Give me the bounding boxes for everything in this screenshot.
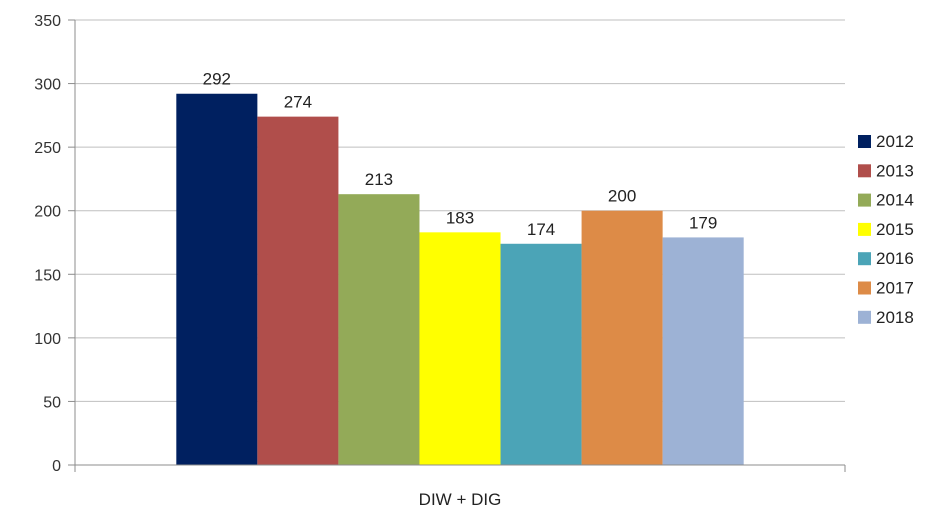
legend-swatch-2016 — [858, 252, 871, 266]
bar-2014 — [338, 194, 420, 465]
legend-swatch-2014 — [858, 193, 871, 207]
y-tick-label: 100 — [34, 331, 61, 348]
legend-label-2017: 2017 — [876, 279, 914, 298]
y-tick-label: 0 — [52, 458, 61, 475]
legend-swatch-2015 — [858, 222, 871, 236]
y-axis: 0 50 100 150 200 250 300 350 — [34, 13, 76, 475]
data-label-2014: 213 — [365, 170, 393, 189]
legend-label-2014: 2014 — [876, 191, 914, 210]
data-label-2016: 174 — [527, 220, 555, 239]
bar-2012 — [176, 93, 258, 465]
y-tick-label: 350 — [34, 13, 61, 30]
data-labels: 292 274 213 183 174 200 179 — [203, 70, 718, 239]
legend-label-2018: 2018 — [876, 308, 914, 327]
x-category-label: DIW + DIG — [419, 490, 502, 509]
legend-label-2013: 2013 — [876, 161, 914, 180]
bar-2015 — [419, 232, 501, 465]
legend-label-2016: 2016 — [876, 249, 914, 268]
legend-swatch-2012 — [858, 135, 871, 148]
data-label-2017: 200 — [608, 187, 636, 206]
bar-2018 — [662, 237, 744, 465]
legend-swatch-2013 — [858, 164, 871, 178]
bars — [176, 93, 744, 465]
y-tick-label: 250 — [34, 140, 61, 157]
bar-2013 — [257, 116, 339, 465]
bar-2017 — [581, 210, 663, 465]
bar-2016 — [500, 243, 582, 465]
y-tick-label: 150 — [34, 267, 61, 284]
data-label-2013: 274 — [284, 93, 312, 112]
data-label-2012: 292 — [203, 70, 231, 89]
y-tick-label: 300 — [34, 77, 61, 94]
data-label-2018: 179 — [689, 213, 717, 232]
legend-label-2015: 2015 — [876, 220, 914, 239]
legend-swatch-2018 — [858, 310, 871, 324]
data-label-2015: 183 — [446, 208, 474, 227]
legend-swatch-2017 — [858, 281, 871, 295]
x-axis: DIW + DIG — [74, 464, 846, 509]
legend-label-2012: 2012 — [876, 132, 914, 151]
y-tick-label: 50 — [43, 394, 61, 411]
y-tick-label: 200 — [34, 204, 61, 221]
legend: 2012 2013 2014 2015 2016 2017 2018 — [858, 132, 914, 327]
